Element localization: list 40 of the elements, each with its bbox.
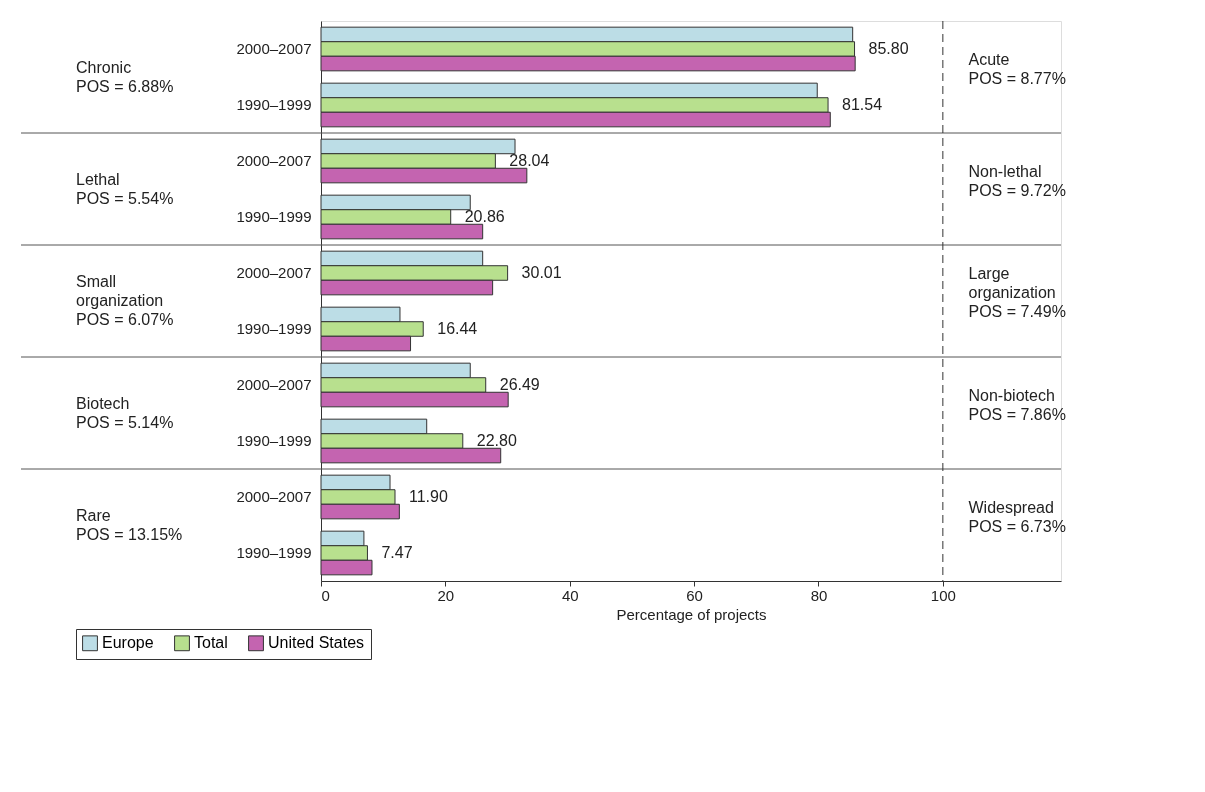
text: Small organization POS = 6.07% <box>76 273 174 328</box>
y-tick-label: 2000–2007 <box>236 376 312 393</box>
annotation: Large organization POS = 7.49% <box>968 265 1066 320</box>
y-tick-label: 1990–1999 <box>236 96 312 113</box>
x-axis-title: Percentage of projects <box>616 605 767 623</box>
text: Lethal POS = 5.54% <box>76 170 174 207</box>
legend-label: Europe <box>102 634 154 652</box>
x-tick-label: 100 <box>930 586 956 604</box>
data-label: 20.86 <box>464 208 505 225</box>
data-label: 7.47 <box>381 544 413 561</box>
x-tick-label: 20 <box>437 586 455 604</box>
x-tick-label: 80 <box>810 586 828 604</box>
y-tick-label: 2000–2007 <box>236 264 312 281</box>
annotation: Acute POS = 8.77% <box>968 50 1066 87</box>
legend-label: United States <box>268 634 365 652</box>
data-label: 22.80 <box>476 432 517 449</box>
x-tick-label: 40 <box>561 586 579 604</box>
data-label: 28.04 <box>509 152 550 169</box>
y-tick-label: 1990–1999 <box>236 432 312 449</box>
y-tick-label: 1990–1999 <box>236 544 312 561</box>
annotation: Non-biotech POS = 7.86% <box>968 386 1066 423</box>
y-tick-label: 2000–2007 <box>236 40 312 57</box>
data-label: 81.54 <box>842 96 883 113</box>
annotation: Widespread POS = 6.73% <box>968 498 1066 535</box>
legend-label: Total <box>194 634 228 652</box>
y-tick-label: 2000–2007 <box>236 152 312 169</box>
y-tick-label: 1990–1999 <box>236 320 312 337</box>
text: Chronic POS = 6.88% <box>76 58 174 95</box>
data-label: 16.44 <box>437 320 478 337</box>
data-label: 11.90 <box>409 488 448 505</box>
y-tick-label: 1990–1999 <box>236 208 312 225</box>
data-label: 85.80 <box>868 40 909 57</box>
text: Rare POS = 13.15% <box>76 506 183 543</box>
x-tick-label: 0 <box>321 586 330 604</box>
annotation: Non-lethal POS = 9.72% <box>968 162 1066 199</box>
y-tick-label: 2000–2007 <box>236 488 312 505</box>
data-label: 26.49 <box>499 376 540 393</box>
x-tick-label: 60 <box>686 586 703 604</box>
data-label: 30.01 <box>521 264 562 281</box>
text: Biotech POS = 5.14% <box>76 394 174 431</box>
